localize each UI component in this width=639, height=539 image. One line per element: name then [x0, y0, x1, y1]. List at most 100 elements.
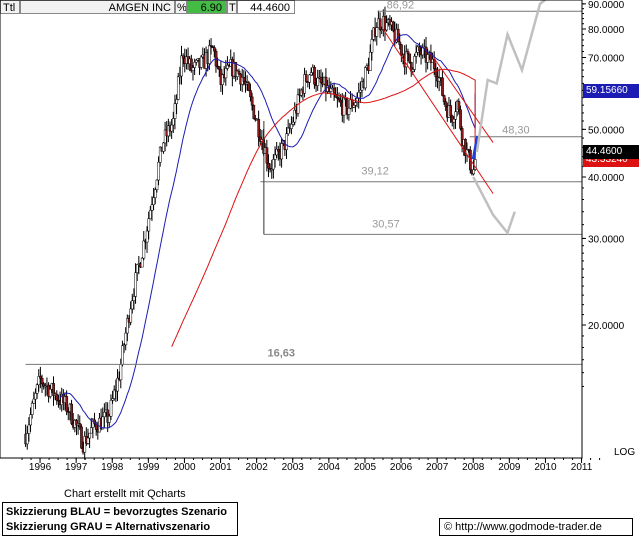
candle-body	[158, 146, 162, 163]
candle-body	[40, 378, 44, 385]
ma-red-line	[171, 68, 476, 347]
candle-body	[213, 47, 216, 52]
candle-body	[48, 389, 52, 397]
candle-body	[313, 67, 316, 85]
scenario-gray-up	[475, 0, 548, 153]
trend-channel-lower	[382, 28, 494, 194]
ma-blue-price-text: 59.15660	[586, 85, 628, 96]
candle-body	[199, 56, 203, 68]
candle-body	[119, 364, 123, 381]
candle-body	[339, 99, 343, 103]
y-tick-label: 20.0000	[588, 321, 625, 332]
x-tick-label: 2001	[209, 462, 232, 473]
current-price-label: 44.4600	[583, 145, 639, 159]
candle-body	[342, 97, 346, 116]
candle-body	[27, 424, 31, 434]
candle-body	[172, 118, 175, 126]
candle-body	[30, 402, 34, 415]
y-tick-label: 40.0000	[588, 173, 625, 184]
candle-body	[181, 55, 185, 59]
header-prefix: Ttl	[3, 2, 16, 14]
candle-body	[252, 104, 256, 119]
candle-body	[442, 95, 446, 102]
candle-body	[65, 396, 69, 412]
change-value: 6.90	[200, 2, 222, 14]
candle-body	[452, 119, 456, 123]
candle-body	[319, 76, 323, 83]
candle-body	[308, 74, 311, 83]
candle-body	[134, 272, 138, 297]
candle-body	[80, 426, 83, 449]
candle-body	[303, 74, 307, 94]
candle-body	[149, 210, 152, 219]
candle-body	[124, 332, 128, 346]
candle-body	[398, 41, 402, 45]
candle-body	[368, 51, 372, 71]
candle-body	[304, 74, 308, 82]
x-tick-label: 2004	[318, 462, 341, 473]
candle-body	[400, 44, 403, 56]
candle-body	[150, 204, 154, 211]
y-tick-label: 50.0000	[588, 125, 625, 136]
x-tick-label: 2000	[173, 462, 196, 473]
chart-credit: Chart erstellt mit Qcharts	[64, 488, 186, 500]
current-price-text: 44.4600	[586, 146, 623, 157]
y-tick-label: 80.0000	[588, 25, 625, 36]
x-tick-label: 1996	[29, 462, 52, 473]
level-label: 86,92	[387, 0, 415, 11]
candle-body	[180, 55, 183, 77]
candle-body	[352, 105, 356, 108]
source-url[interactable]: © http://www.godmode-trader.de	[439, 518, 633, 536]
log-scale-label: LOG	[614, 447, 636, 458]
scenario-blue	[471, 135, 480, 160]
candle-body	[78, 423, 82, 428]
x-tick-label: 1997	[65, 462, 88, 473]
candle-body	[175, 99, 179, 104]
candle-body	[378, 18, 382, 30]
candle-body	[432, 58, 436, 70]
x-tick-label: 2008	[462, 462, 485, 473]
x-tick-label: 1999	[137, 462, 160, 473]
candle-body	[157, 161, 160, 181]
candle-body	[116, 377, 119, 392]
candle-body	[414, 52, 418, 57]
t-sign: T	[229, 2, 236, 14]
candle-body	[444, 101, 448, 107]
candle-body	[408, 53, 412, 63]
candle-body	[111, 398, 115, 401]
candle-body	[234, 61, 238, 77]
candle-body	[370, 39, 374, 53]
candle-body	[39, 376, 42, 379]
candle-body	[145, 230, 149, 243]
candle-body	[250, 96, 254, 106]
candle-body	[257, 119, 261, 138]
candle-body	[434, 68, 438, 78]
candle-body	[411, 69, 415, 72]
x-tick-label: 2009	[498, 462, 521, 473]
candle-body	[152, 197, 156, 205]
candle-body	[265, 147, 269, 164]
y-tick-label: 30.0000	[588, 234, 625, 245]
candle-body	[385, 22, 389, 31]
candle-body	[280, 143, 284, 160]
last-price: 44.4600	[250, 2, 290, 14]
candle-body	[441, 77, 444, 96]
candle-body	[273, 154, 277, 160]
candle-body	[52, 383, 55, 396]
x-tick-label: 2002	[246, 462, 269, 473]
scenario-legend: Skizzierung BLAU = bevorzugtes Szenario …	[2, 502, 238, 536]
candle-body	[26, 433, 29, 445]
candle-body	[285, 133, 288, 150]
candle-body	[247, 82, 251, 91]
candle-body	[35, 384, 39, 394]
candle-body	[55, 393, 59, 401]
candle-body	[316, 77, 320, 86]
candle-body	[135, 264, 139, 273]
y-tick-label: 90.0000	[588, 0, 625, 11]
candle-body	[272, 159, 275, 170]
candle-body	[29, 414, 32, 426]
level-label: 48,30	[502, 125, 530, 137]
candle-body	[162, 142, 165, 152]
candle-body	[101, 416, 105, 430]
